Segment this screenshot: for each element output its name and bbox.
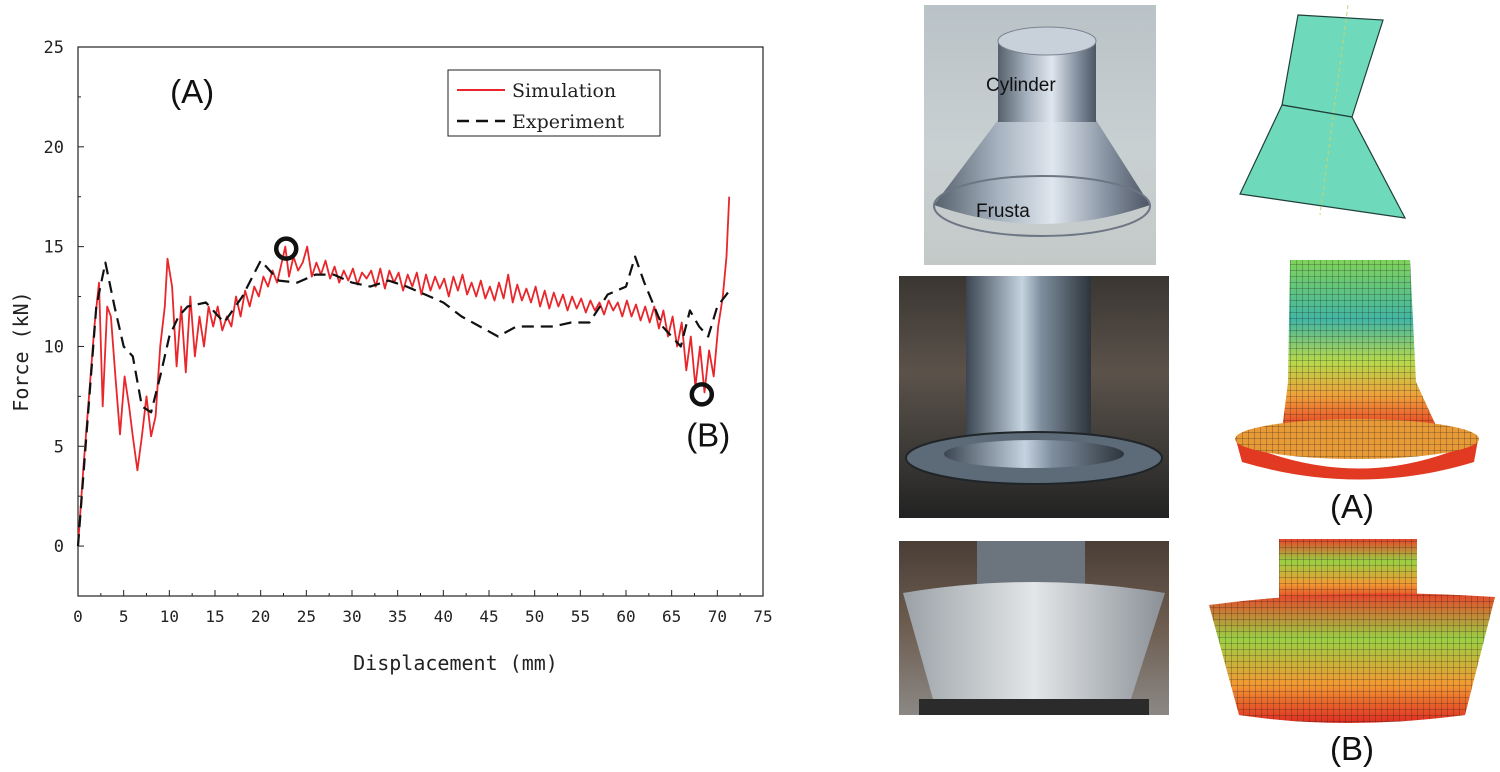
- y-tick-label: 5: [54, 437, 64, 457]
- x-tick-label: 55: [571, 607, 590, 626]
- panel-label-b: (B): [1330, 730, 1374, 767]
- legend-box: [447, 69, 661, 137]
- x-tick-label: 20: [251, 607, 270, 626]
- cad-model: [1239, 5, 1407, 219]
- x-tick-label: 70: [708, 607, 727, 626]
- specimen-shape: [933, 26, 1151, 237]
- y-axis-label: Force (kN): [9, 291, 33, 411]
- x-tick-label: 35: [388, 607, 407, 626]
- x-tick-label: 5: [119, 607, 129, 626]
- x-tick-label: 30: [342, 607, 361, 626]
- x-tick-label: 10: [160, 607, 179, 626]
- fe-model-a: [1235, 260, 1479, 480]
- legend-label: Experiment: [512, 111, 625, 133]
- y-tick-label: 10: [44, 337, 64, 357]
- specimen-photo: Cylinder Frusta: [924, 5, 1156, 265]
- x-tick-label: 0: [73, 607, 83, 626]
- y-tick-label: 0: [54, 537, 64, 557]
- x-tick-label: 65: [662, 607, 681, 626]
- force-displacement-chart: 0 5 10 15 20 25 30 35 40 45 50 55 60 65 70 75 0 5 10 15 20 25…: [9, 38, 773, 675]
- x-tick-label: 40: [434, 607, 453, 626]
- x-tick-label: 15: [205, 607, 224, 626]
- crush-photo-b: [899, 541, 1169, 715]
- annotation-label: (B): [686, 416, 730, 453]
- panel-label-a: (A): [1330, 488, 1374, 525]
- y-tick-label: 25: [44, 38, 64, 58]
- x-tick-label: 50: [525, 607, 544, 626]
- x-tick-label: 25: [297, 607, 316, 626]
- x-axis-label: Displacement (mm): [353, 651, 558, 675]
- highlight-circle: [273, 236, 299, 261]
- x-tick-label: 75: [753, 607, 772, 626]
- series-line-experiment: [76, 255, 732, 547]
- y-tick-label: 20: [44, 138, 64, 158]
- crush-photo-a: [899, 276, 1169, 518]
- annotation-label: (A): [170, 73, 214, 110]
- fe-model-b: [1209, 539, 1495, 723]
- highlight-circle: [689, 382, 715, 407]
- y-tick-label: 15: [44, 238, 64, 258]
- x-tick-label: 60: [616, 607, 635, 626]
- x-tick-label: 45: [479, 607, 498, 626]
- chart-legend: Simulation Experiment: [447, 69, 661, 137]
- legend-label: Simulation: [512, 80, 616, 102]
- cylinder-label: Cylinder: [986, 75, 1056, 96]
- series-line-simulation: [77, 196, 731, 547]
- frusta-label: Frusta: [976, 201, 1030, 222]
